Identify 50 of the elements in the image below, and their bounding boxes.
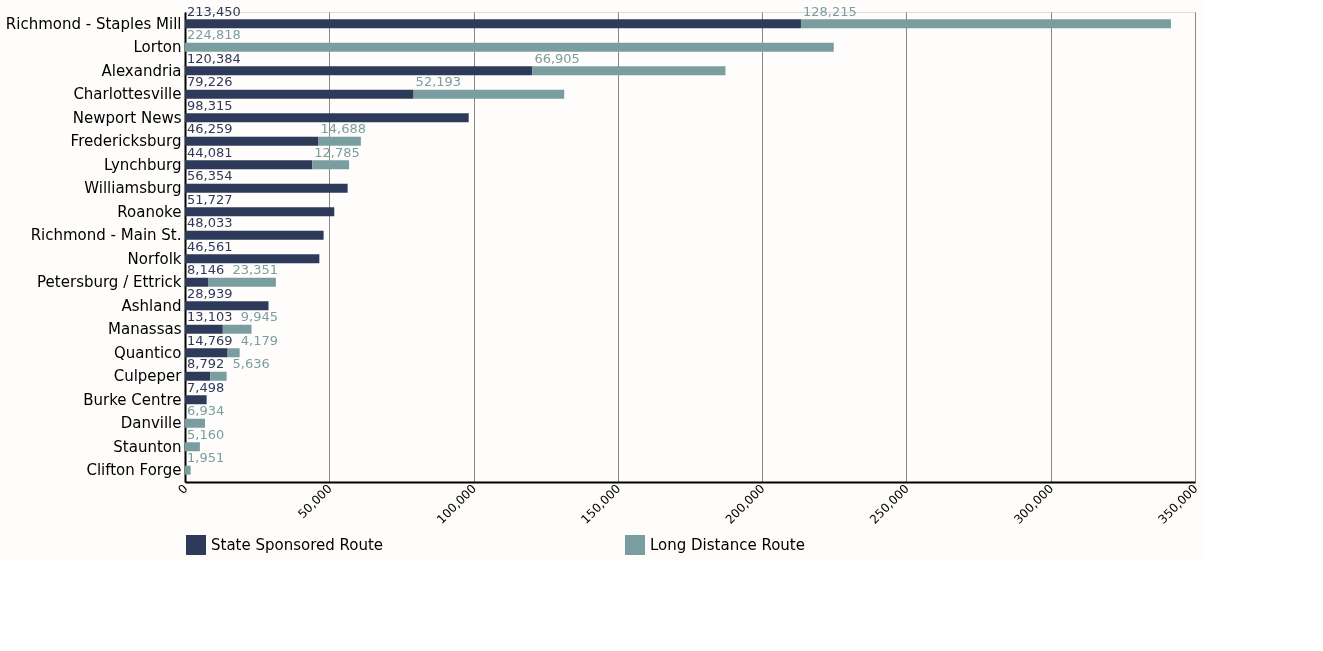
data-label: 224,818 xyxy=(187,27,241,43)
data-label: 8,146 xyxy=(187,262,225,278)
y-tick-label: Lynchburg xyxy=(103,155,182,174)
data-label: 46,561 xyxy=(187,238,233,254)
legend-label: Long Distance Route xyxy=(650,536,805,554)
data-label: 13,103 xyxy=(187,309,233,325)
data-label: 6,934 xyxy=(187,403,225,419)
data-label: 52,193 xyxy=(415,74,462,90)
y-tick-label: Manassas xyxy=(108,320,182,339)
y-tick-label: Richmond - Main St. xyxy=(30,226,182,245)
data-label: 4,179 xyxy=(240,332,279,348)
data-label: 8,792 xyxy=(187,356,225,372)
data-label: 46,259 xyxy=(187,121,233,137)
y-tick-label: Ashland xyxy=(121,296,182,315)
data-label: 51,727 xyxy=(187,191,233,207)
y-tick-label: Roanoke xyxy=(117,202,182,221)
y-tick-label: Alexandria xyxy=(101,61,182,80)
y-tick-label: Clifton Forge xyxy=(86,461,182,480)
data-label: 128,215 xyxy=(802,3,857,19)
data-label: 79,226 xyxy=(187,74,233,90)
y-tick-label: Burke Centre xyxy=(83,390,182,409)
y-tick-label: Danville xyxy=(120,414,182,433)
data-label: 213,450 xyxy=(187,3,241,19)
data-label: 7,498 xyxy=(187,379,225,395)
data-label: 5,636 xyxy=(232,356,270,372)
y-tick-label: Williamsburg xyxy=(84,179,182,198)
legend-label: State Sponsored Route xyxy=(211,536,384,554)
data-label: 14,769 xyxy=(187,332,233,348)
y-tick-label: Culpeper xyxy=(113,367,183,386)
y-tick-label: Charlottesville xyxy=(73,85,182,104)
data-label: 23,351 xyxy=(232,262,278,278)
data-label: 44,081 xyxy=(187,144,233,160)
data-label: 48,033 xyxy=(187,215,233,231)
x-tick-label: 0 xyxy=(175,481,191,497)
data-label: 28,939 xyxy=(187,285,233,301)
data-label: 5,160 xyxy=(187,426,225,442)
y-tick-label: Newport News xyxy=(72,108,182,127)
data-label: 98,315 xyxy=(187,97,233,113)
y-tick-label: Staunton xyxy=(113,437,182,456)
y-tick-label: Norfolk xyxy=(127,249,182,268)
data-label: 66,905 xyxy=(534,50,580,66)
data-label: 1,951 xyxy=(187,450,225,466)
data-label: 56,354 xyxy=(187,168,233,184)
y-tick-label: Fredericksburg xyxy=(70,132,182,151)
y-tick-label: Lorton xyxy=(133,38,182,57)
data-label: 9,945 xyxy=(240,309,279,325)
y-tick-label: Quantico xyxy=(114,343,182,362)
data-label: 120,384 xyxy=(187,50,241,66)
y-tick-label: Richmond - Staples Mill xyxy=(5,14,182,33)
y-tick-label: Petersburg / Ettrick xyxy=(37,273,182,292)
